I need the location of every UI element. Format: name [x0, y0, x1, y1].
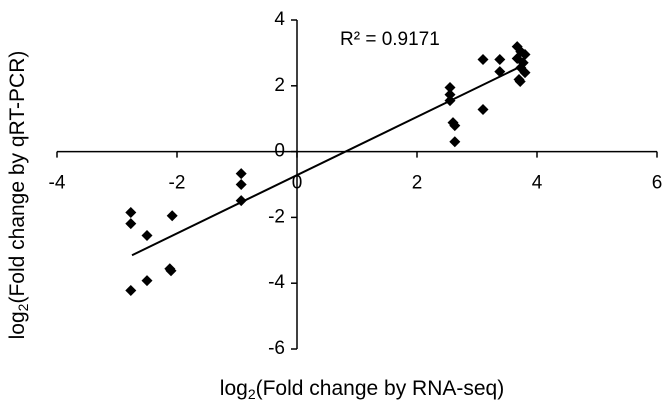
data-point: [494, 53, 506, 65]
y-tick-label: 4: [274, 9, 285, 30]
data-point: [449, 136, 461, 148]
y-axis-label: log2(Fold change by qRT-PCR): [6, 51, 31, 340]
y-tick-label: -2: [268, 206, 285, 227]
r-squared-annotation: R² = 0.9171: [340, 29, 440, 50]
y-tick-label: 0: [274, 141, 285, 162]
y-tick-label: 2: [274, 75, 285, 96]
data-point: [494, 66, 506, 78]
data-point: [519, 49, 531, 61]
x-tick-label: 0: [292, 173, 303, 194]
x-tick-label: 6: [652, 173, 663, 194]
data-point: [444, 89, 456, 101]
y-label-rest: (Fold change by qRT-PCR): [6, 51, 29, 304]
data-point: [235, 168, 247, 180]
data-point: [514, 76, 526, 88]
data-point: [444, 95, 456, 107]
trendline: [131, 63, 526, 257]
x-tick-label: 4: [532, 173, 543, 194]
y-tick-label: -6: [268, 338, 285, 359]
x-label-base: log: [220, 377, 248, 400]
data-point: [235, 179, 247, 190]
x-label-subscript: 2: [248, 386, 256, 402]
y-label-subscript: 2: [15, 303, 31, 311]
x-axis-label: log2(Fold change by RNA-seq): [220, 377, 504, 402]
data-point: [477, 53, 489, 65]
data-point: [125, 218, 137, 230]
data-point: [519, 67, 531, 79]
y-label-base: log: [6, 311, 29, 339]
data-point: [235, 195, 247, 207]
x-label-rest: (Fold change by RNA-seq): [256, 377, 505, 400]
x-tick-label: 2: [412, 173, 423, 194]
data-point: [444, 81, 456, 93]
x-tick-label: -4: [49, 173, 66, 194]
x-tick-label: -2: [169, 173, 186, 194]
data-point: [125, 206, 137, 218]
data-point: [165, 265, 177, 277]
data-point: [166, 210, 178, 222]
data-point: [477, 103, 489, 115]
data-point: [449, 120, 461, 132]
y-tick-label: -4: [268, 272, 285, 293]
data-point: [141, 229, 153, 241]
data-point: [141, 275, 153, 287]
data-point: [125, 284, 137, 296]
